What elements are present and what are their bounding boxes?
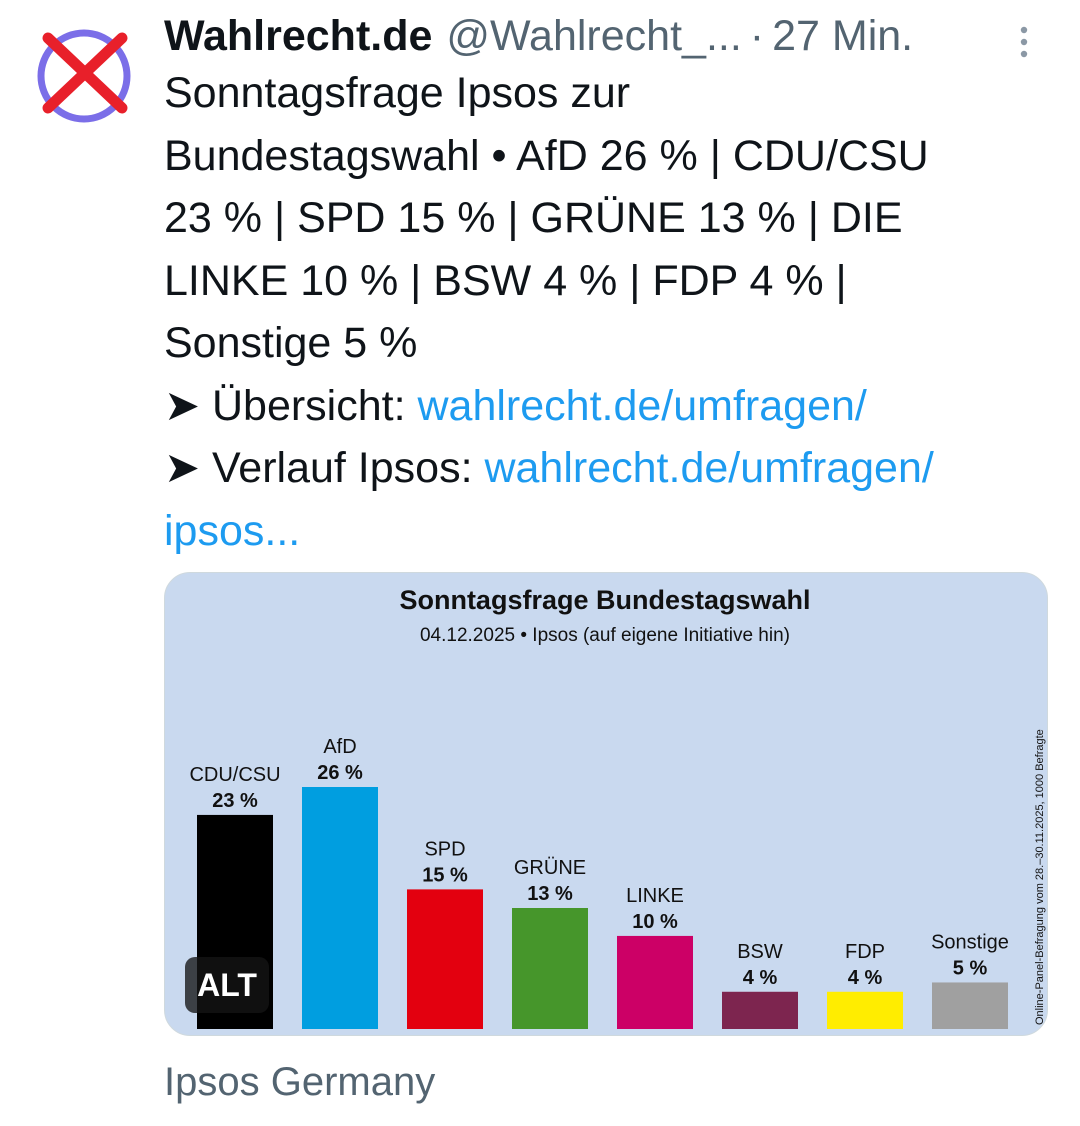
tweet-line: Bundestagswahl • AfD 26 % | CDU/CSU bbox=[164, 131, 929, 180]
chart-title: Sonntagsfrage Bundestagswahl bbox=[399, 585, 810, 615]
bar-value-label: 26 % bbox=[317, 762, 363, 784]
media-card[interactable]: Sonntagsfrage Bundestagswahl 04.12.2025 … bbox=[164, 572, 1048, 1036]
header-separator: · bbox=[749, 12, 765, 60]
more-options-button[interactable] bbox=[1012, 22, 1036, 62]
bar-value-label: 4 % bbox=[848, 967, 883, 989]
tweet-line: Sonstige 5 % bbox=[164, 319, 418, 367]
author-name[interactable]: Wahlrecht.de bbox=[164, 12, 433, 60]
bar-category-label: CDU/CSU bbox=[189, 764, 280, 786]
history-link-continued[interactable]: ipsos... bbox=[164, 506, 301, 555]
overview-link[interactable]: wahlrecht.de/umfragen/ bbox=[417, 381, 867, 430]
tweet-timestamp[interactable]: 27 Min. bbox=[772, 12, 914, 60]
tweet-line: Sonntagsfrage Ipsos zur bbox=[164, 69, 631, 117]
bar-spd bbox=[407, 889, 483, 1029]
bar-fdp bbox=[827, 991, 903, 1029]
bar-category-label: SPD bbox=[424, 838, 465, 860]
chart-subtitle: 04.12.2025 • Ipsos (auf eigene Initiativ… bbox=[420, 625, 790, 646]
history-label: ➤ Verlauf Ipsos: bbox=[164, 444, 485, 492]
author-handle[interactable]: @Wahlrecht_... bbox=[446, 12, 742, 60]
bar-bsw bbox=[722, 991, 798, 1029]
bar-category-label: GRÜNE bbox=[514, 857, 586, 879]
bar-gr-ne bbox=[512, 908, 588, 1029]
bar-category-label: LINKE bbox=[626, 885, 684, 907]
bar-value-label: 15 % bbox=[422, 864, 468, 886]
avatar[interactable] bbox=[34, 26, 134, 126]
bar-category-label: BSW bbox=[737, 941, 783, 963]
tweet-line: LINKE 10 % | BSW 4 % | FDP 4 % | bbox=[164, 256, 847, 305]
bar-category-label: AfD bbox=[323, 736, 356, 758]
media-source: Ipsos Germany bbox=[164, 1060, 436, 1104]
tweet-header: Wahlrecht.de @Wahlrecht_... · 27 Min. bbox=[164, 8, 1044, 64]
alt-badge[interactable]: ALT bbox=[185, 957, 269, 1013]
tweet-text: Sonntagsfrage Ipsos zur Bundestagswahl •… bbox=[164, 62, 1054, 562]
bar-afd bbox=[302, 787, 378, 1029]
tweet-line: 23 % | SPD 15 % | GRÜNE 13 % | DIE bbox=[164, 194, 903, 242]
bar-value-label: 10 % bbox=[632, 911, 678, 933]
ballot-cross-icon bbox=[37, 29, 131, 123]
bar-linke bbox=[617, 935, 693, 1029]
bar-value-label: 13 % bbox=[527, 883, 573, 905]
bar-category-label: Sonstige bbox=[931, 931, 1009, 953]
poll-chart: Sonntagsfrage Bundestagswahl 04.12.2025 … bbox=[189, 585, 1046, 1029]
history-link[interactable]: wahlrecht.de/umfragen/ bbox=[484, 444, 934, 492]
bar-sonstige bbox=[932, 982, 1008, 1029]
bar-value-label: 23 % bbox=[212, 790, 258, 812]
bar-category-label: FDP bbox=[845, 941, 885, 963]
more-vertical-icon bbox=[1020, 26, 1028, 58]
overview-label: ➤ Übersicht: bbox=[164, 381, 418, 430]
bar-value-label: 4 % bbox=[743, 967, 778, 989]
bar-value-label: 5 % bbox=[953, 957, 988, 979]
chart-side-note: Online-Panel-Befragung vom 28.–30.11.202… bbox=[1034, 729, 1046, 1025]
chart-bars: CDU/CSU 23 % AfD 26 % SPD 15 % GRÜNE 13 % LINKE 1… bbox=[189, 736, 1009, 1029]
